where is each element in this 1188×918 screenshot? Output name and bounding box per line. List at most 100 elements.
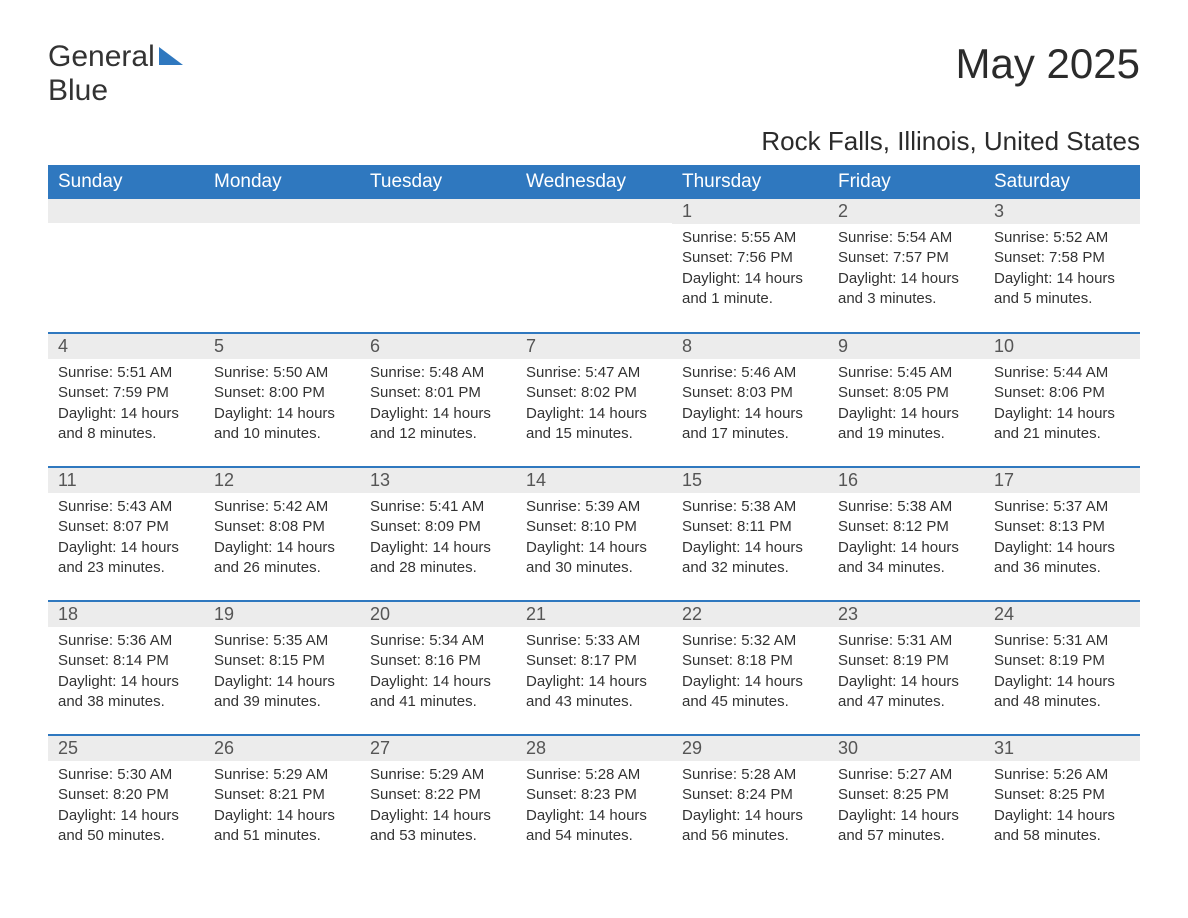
weekday-header-row: Sunday Monday Tuesday Wednesday Thursday…	[48, 165, 1140, 199]
day-number-bar: 29	[672, 736, 828, 761]
day-details: Sunrise: 5:28 AMSunset: 8:24 PMDaylight:…	[672, 761, 828, 852]
sunset-text: Sunset: 8:14 PM	[58, 651, 194, 671]
day-number-bar: 1	[672, 199, 828, 224]
calendar-day-cell: 19Sunrise: 5:35 AMSunset: 8:15 PMDayligh…	[204, 601, 360, 735]
sunrise-text: Sunrise: 5:38 AM	[838, 497, 974, 517]
day-number-bar	[516, 199, 672, 223]
day-details: Sunrise: 5:52 AMSunset: 7:58 PMDaylight:…	[984, 224, 1140, 315]
daylight-text: Daylight: 14 hours and 58 minutes.	[994, 806, 1130, 847]
sunset-text: Sunset: 8:25 PM	[838, 785, 974, 805]
day-details: Sunrise: 5:35 AMSunset: 8:15 PMDaylight:…	[204, 627, 360, 718]
day-number-bar: 23	[828, 602, 984, 627]
calendar-day-cell	[204, 199, 360, 333]
calendar-day-cell: 21Sunrise: 5:33 AMSunset: 8:17 PMDayligh…	[516, 601, 672, 735]
day-number-bar: 15	[672, 468, 828, 493]
day-details: Sunrise: 5:55 AMSunset: 7:56 PMDaylight:…	[672, 224, 828, 315]
daylight-text: Daylight: 14 hours and 56 minutes.	[682, 806, 818, 847]
weekday-header: Friday	[828, 165, 984, 199]
sunrise-text: Sunrise: 5:47 AM	[526, 363, 662, 383]
sunset-text: Sunset: 8:20 PM	[58, 785, 194, 805]
day-number-bar: 9	[828, 334, 984, 359]
sunrise-text: Sunrise: 5:31 AM	[838, 631, 974, 651]
day-number-bar: 13	[360, 468, 516, 493]
daylight-text: Daylight: 14 hours and 21 minutes.	[994, 404, 1130, 445]
weekday-header: Wednesday	[516, 165, 672, 199]
day-number-bar: 19	[204, 602, 360, 627]
sunrise-text: Sunrise: 5:37 AM	[994, 497, 1130, 517]
calendar-day-cell: 29Sunrise: 5:28 AMSunset: 8:24 PMDayligh…	[672, 735, 828, 855]
sunrise-text: Sunrise: 5:48 AM	[370, 363, 506, 383]
sunset-text: Sunset: 8:07 PM	[58, 517, 194, 537]
sunset-text: Sunset: 7:59 PM	[58, 383, 194, 403]
day-number-bar: 24	[984, 602, 1140, 627]
sunrise-text: Sunrise: 5:29 AM	[214, 765, 350, 785]
daylight-text: Daylight: 14 hours and 48 minutes.	[994, 672, 1130, 713]
sunset-text: Sunset: 8:12 PM	[838, 517, 974, 537]
sunset-text: Sunset: 8:19 PM	[838, 651, 974, 671]
calendar-day-cell: 4Sunrise: 5:51 AMSunset: 7:59 PMDaylight…	[48, 333, 204, 467]
day-details: Sunrise: 5:33 AMSunset: 8:17 PMDaylight:…	[516, 627, 672, 718]
calendar-day-cell: 7Sunrise: 5:47 AMSunset: 8:02 PMDaylight…	[516, 333, 672, 467]
sunrise-text: Sunrise: 5:55 AM	[682, 228, 818, 248]
daylight-text: Daylight: 14 hours and 39 minutes.	[214, 672, 350, 713]
sunset-text: Sunset: 8:09 PM	[370, 517, 506, 537]
logo: General Blue	[48, 40, 183, 108]
day-number-bar: 7	[516, 334, 672, 359]
daylight-text: Daylight: 14 hours and 53 minutes.	[370, 806, 506, 847]
day-details: Sunrise: 5:38 AMSunset: 8:11 PMDaylight:…	[672, 493, 828, 584]
day-details: Sunrise: 5:30 AMSunset: 8:20 PMDaylight:…	[48, 761, 204, 852]
calendar-day-cell: 15Sunrise: 5:38 AMSunset: 8:11 PMDayligh…	[672, 467, 828, 601]
calendar-day-cell: 23Sunrise: 5:31 AMSunset: 8:19 PMDayligh…	[828, 601, 984, 735]
sunrise-text: Sunrise: 5:32 AM	[682, 631, 818, 651]
daylight-text: Daylight: 14 hours and 17 minutes.	[682, 404, 818, 445]
sunrise-text: Sunrise: 5:27 AM	[838, 765, 974, 785]
daylight-text: Daylight: 14 hours and 51 minutes.	[214, 806, 350, 847]
day-details: Sunrise: 5:50 AMSunset: 8:00 PMDaylight:…	[204, 359, 360, 450]
calendar-day-cell: 9Sunrise: 5:45 AMSunset: 8:05 PMDaylight…	[828, 333, 984, 467]
daylight-text: Daylight: 14 hours and 28 minutes.	[370, 538, 506, 579]
sunset-text: Sunset: 8:11 PM	[682, 517, 818, 537]
sunrise-text: Sunrise: 5:39 AM	[526, 497, 662, 517]
sunrise-text: Sunrise: 5:52 AM	[994, 228, 1130, 248]
day-number-bar: 27	[360, 736, 516, 761]
day-number-bar: 21	[516, 602, 672, 627]
logo-text-blue: Blue	[48, 74, 183, 108]
sunset-text: Sunset: 8:25 PM	[994, 785, 1130, 805]
day-details: Sunrise: 5:34 AMSunset: 8:16 PMDaylight:…	[360, 627, 516, 718]
sunrise-text: Sunrise: 5:35 AM	[214, 631, 350, 651]
daylight-text: Daylight: 14 hours and 12 minutes.	[370, 404, 506, 445]
sunrise-text: Sunrise: 5:33 AM	[526, 631, 662, 651]
calendar-day-cell	[516, 199, 672, 333]
daylight-text: Daylight: 14 hours and 19 minutes.	[838, 404, 974, 445]
daylight-text: Daylight: 14 hours and 8 minutes.	[58, 404, 194, 445]
daylight-text: Daylight: 14 hours and 30 minutes.	[526, 538, 662, 579]
daylight-text: Daylight: 14 hours and 50 minutes.	[58, 806, 194, 847]
daylight-text: Daylight: 14 hours and 1 minute.	[682, 269, 818, 310]
day-details: Sunrise: 5:39 AMSunset: 8:10 PMDaylight:…	[516, 493, 672, 584]
day-number-bar: 2	[828, 199, 984, 224]
sunset-text: Sunset: 8:00 PM	[214, 383, 350, 403]
sunset-text: Sunset: 8:13 PM	[994, 517, 1130, 537]
calendar-day-cell: 13Sunrise: 5:41 AMSunset: 8:09 PMDayligh…	[360, 467, 516, 601]
calendar-day-cell: 6Sunrise: 5:48 AMSunset: 8:01 PMDaylight…	[360, 333, 516, 467]
daylight-text: Daylight: 14 hours and 15 minutes.	[526, 404, 662, 445]
weekday-header: Thursday	[672, 165, 828, 199]
sunrise-text: Sunrise: 5:51 AM	[58, 363, 194, 383]
logo-triangle-icon	[159, 47, 183, 65]
sunset-text: Sunset: 8:16 PM	[370, 651, 506, 671]
daylight-text: Daylight: 14 hours and 38 minutes.	[58, 672, 194, 713]
calendar-day-cell: 25Sunrise: 5:30 AMSunset: 8:20 PMDayligh…	[48, 735, 204, 855]
daylight-text: Daylight: 14 hours and 54 minutes.	[526, 806, 662, 847]
sunset-text: Sunset: 8:10 PM	[526, 517, 662, 537]
sunrise-text: Sunrise: 5:31 AM	[994, 631, 1130, 651]
sunset-text: Sunset: 8:03 PM	[682, 383, 818, 403]
calendar-day-cell: 28Sunrise: 5:28 AMSunset: 8:23 PMDayligh…	[516, 735, 672, 855]
weekday-header: Tuesday	[360, 165, 516, 199]
calendar-day-cell: 18Sunrise: 5:36 AMSunset: 8:14 PMDayligh…	[48, 601, 204, 735]
day-number-bar	[204, 199, 360, 223]
day-number-bar: 30	[828, 736, 984, 761]
day-number-bar: 31	[984, 736, 1140, 761]
sunset-text: Sunset: 8:08 PM	[214, 517, 350, 537]
calendar-week-row: 1Sunrise: 5:55 AMSunset: 7:56 PMDaylight…	[48, 199, 1140, 333]
sunrise-text: Sunrise: 5:46 AM	[682, 363, 818, 383]
